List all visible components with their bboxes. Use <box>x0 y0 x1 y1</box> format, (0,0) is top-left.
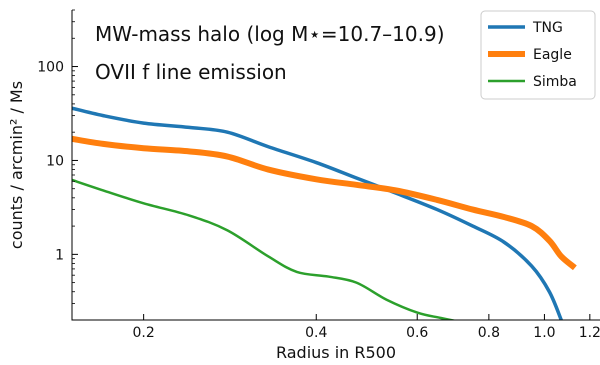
legend-box <box>480 10 596 100</box>
x-tick-label: 1.2 <box>579 325 600 341</box>
legend-label-simba: Simba <box>533 74 577 90</box>
x-tick-label: 1.0 <box>533 325 555 341</box>
x-tick-label: 0.6 <box>406 325 428 341</box>
annotation-line-1: MW-mass halo (log M⋆=10.7–10.9) <box>95 22 445 46</box>
series-line-tng <box>72 106 563 320</box>
legend-label-tng: TNG <box>532 20 563 36</box>
series-line-simba <box>72 178 458 320</box>
legend-label-eagle: Eagle <box>533 47 572 63</box>
legend: TNG Eagle Simba <box>480 10 596 100</box>
tick-layer: 0.2 0.4 0.6 0.8 1.0 1.2 1 10 100 <box>37 9 600 341</box>
y-tick-label: 100 <box>37 60 64 76</box>
series-layer <box>72 106 577 320</box>
y-tick-label: 1 <box>55 247 64 263</box>
x-tick-label: 0.4 <box>305 325 327 341</box>
x-axis-label: Radius in R500 <box>276 343 396 362</box>
y-tick-label: 10 <box>46 153 64 169</box>
x-tick-label: 0.2 <box>133 325 155 341</box>
x-tick-label: 0.8 <box>478 325 500 341</box>
y-axis-label: counts / arcmin² / Ms <box>7 81 26 249</box>
annotation-line-2: OVII f line emission <box>95 60 287 84</box>
series-line-eagle <box>72 135 577 271</box>
